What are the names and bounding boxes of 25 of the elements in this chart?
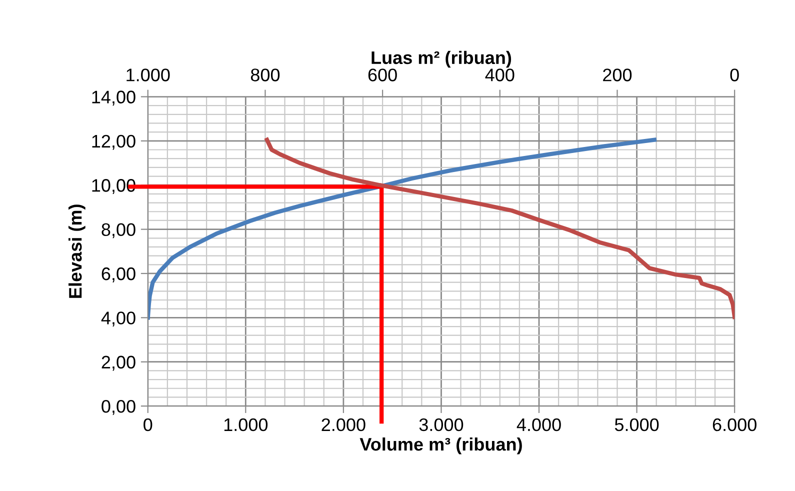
x2-tick-label: 1.000 bbox=[126, 68, 170, 82]
y-tick-label: 12,00 bbox=[92, 134, 136, 150]
x-axis-title: Volume m³ (ribuan) bbox=[360, 437, 522, 454]
x-tick-label: 4.000 bbox=[516, 418, 561, 432]
x-tick-label: 0 bbox=[144, 418, 152, 432]
y-tick-label: 2,00 bbox=[102, 356, 136, 371]
x-tick-label: 5.000 bbox=[614, 418, 659, 432]
y-axis-title: Elevasi (m) bbox=[68, 204, 86, 298]
y-tick-label: 8,00 bbox=[102, 223, 136, 238]
y-tick-label: 0,00 bbox=[102, 400, 136, 415]
y-tick-label: 4,00 bbox=[101, 312, 136, 327]
line-series bbox=[148, 138, 656, 320]
x-tick-label: 6.000 bbox=[712, 418, 756, 432]
x2-tick-label: 0 bbox=[730, 68, 739, 82]
x-tick-label: 3.000 bbox=[419, 418, 464, 432]
x2-tick-label: 600 bbox=[368, 68, 397, 82]
y-tick-label: 6,00 bbox=[102, 267, 136, 282]
x-tick-label: 2.000 bbox=[322, 418, 366, 432]
x2-axis-title: Luas m² (ribuan) bbox=[372, 50, 512, 68]
x2-tick-label: 800 bbox=[250, 68, 280, 82]
x2-tick-label: 200 bbox=[603, 68, 632, 82]
x2-tick-label: 400 bbox=[485, 68, 514, 82]
y-tick-label: 10,00 bbox=[92, 179, 136, 194]
y-tick-label: 14,00 bbox=[92, 90, 136, 106]
x-tick-label: 1.000 bbox=[224, 418, 268, 432]
